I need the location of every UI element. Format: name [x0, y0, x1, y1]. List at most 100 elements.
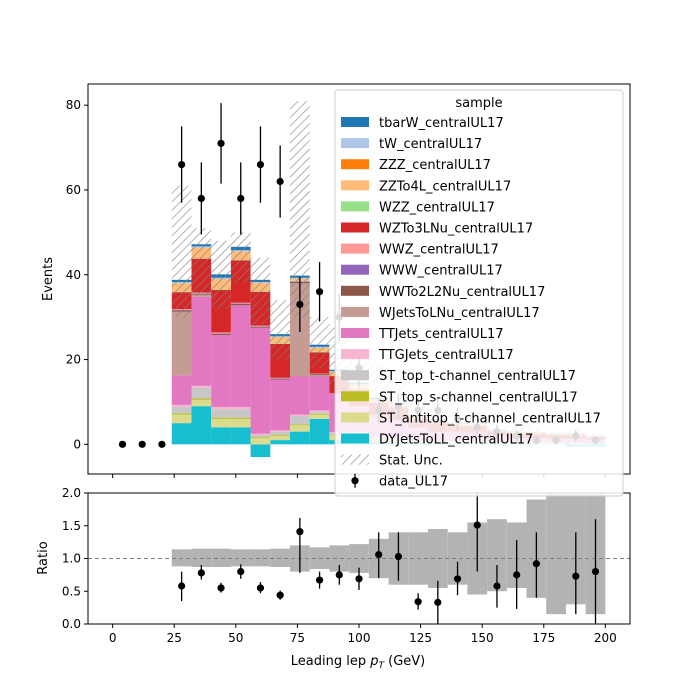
bar-TTGJets_centralUL17-6	[290, 414, 310, 416]
bar-WWZ_centralUL17-4	[250, 325, 271, 327]
legend-swatch-ZZZ_centralUL17	[341, 159, 369, 170]
stat-unc-band-5	[270, 300, 291, 360]
ratio-unc-band-9	[349, 544, 369, 573]
bar-TTGJets_centralUL17-3	[230, 407, 251, 410]
ratio-point-12	[414, 598, 422, 606]
ylabel-bottom: Ratio	[36, 541, 51, 574]
stat-unc-band-7	[309, 317, 330, 369]
bar-ST_top_t-channel_centralUL17-4	[250, 435, 271, 438]
legend-item-ST_top_t-channel_centralUL17: ST_top_t-channel_centralUL17	[341, 369, 576, 384]
legend-label-WJetsToLNu_centralUL17: WJetsToLNu_centralUL17	[379, 306, 540, 321]
y-tick-label-bottom-2: 1.0	[62, 552, 81, 566]
legend-item-TTGJets_centralUL17: TTGJets_centralUL17	[341, 348, 514, 363]
bar-TTGJets_centralUL17-5	[270, 430, 291, 432]
bar-DYJetsToLL_centralUL17-4	[250, 444, 271, 458]
stat-unc-band-2	[211, 240, 231, 309]
bar-ST_top_s-channel_centralUL17-2	[211, 417, 231, 419]
y-tick-label-top-0: 0	[73, 437, 81, 451]
bar-DYJetsToLL_centralUL17-2	[211, 427, 231, 445]
bar-ST_top_t-channel_centralUL17-5	[270, 431, 291, 435]
legend-label-ST_top_s-channel_centralUL17: ST_top_s-channel_centralUL17	[379, 390, 578, 405]
legend-item-data: data_UL17	[351, 473, 448, 490]
legend-label-WZTo3LNu_centralUL17: WZTo3LNu_centralUL17	[379, 222, 533, 237]
bar-DYJetsToLL_centralUL17-3	[230, 427, 251, 445]
ratio-point-19	[572, 572, 580, 580]
y-tick-label-top-4: 80	[66, 98, 81, 112]
data-point-0	[118, 440, 127, 448]
legend-label-data: data_UL17	[379, 475, 448, 490]
bar-ST_top_s-channel_centralUL17-7	[309, 413, 330, 415]
bar-TTJets_centralUL17-7	[309, 376, 330, 411]
y-tick-label-top-2: 40	[66, 268, 81, 282]
bar-TTJets_centralUL17-5	[270, 379, 291, 431]
bar-ST_top_t-channel_centralUL17-1	[191, 387, 212, 399]
legend-item-WWTo2L2Nu_centralUL17: WWTo2L2Nu_centralUL17	[341, 285, 545, 300]
data-point-2	[158, 440, 166, 448]
ratio-point-14	[453, 575, 462, 583]
ratio-unc-band-19	[546, 493, 566, 615]
data-point-9	[296, 300, 304, 309]
bar-WWZ_centralUL17-2	[211, 332, 231, 334]
ratio-point-11	[394, 552, 403, 561]
legend-item-ST_top_s-channel_centralUL17: ST_top_s-channel_centralUL17	[341, 390, 578, 405]
legend-item-DYJetsToLL_centralUL17: DYJetsToLL_centralUL17	[341, 433, 533, 448]
x-tick-label-5: 125	[409, 631, 432, 645]
legend-swatch-TTJets_centralUL17	[341, 328, 369, 338]
y-tick-label-top-3: 60	[66, 183, 81, 197]
xlabel-subscript: T	[378, 661, 385, 671]
x-tick-label-0: 0	[109, 631, 117, 645]
stat-unc-band-4	[250, 257, 271, 326]
data-point-3	[178, 160, 186, 169]
bottom-plot-area	[88, 493, 630, 624]
legend-item-tbarW_centralUL17: tbarW_centralUL17	[341, 116, 504, 131]
ratio-unc-band-0	[171, 549, 192, 567]
bar-ST_top_t-channel_centralUL17-7	[309, 411, 330, 414]
data-point-8	[276, 177, 284, 186]
bar-ST_top_t-channel_centralUL17-2	[211, 409, 231, 418]
y-tick-label-top-1: 20	[66, 353, 81, 367]
ratio-point-4	[256, 584, 265, 592]
bar-ST_antitop_t-channel_centralUL17-7	[309, 414, 330, 419]
legend-label-TTJets_centralUL17: TTJets_centralUL17	[378, 327, 504, 342]
legend-label-WWTo2L2Nu_centralUL17: WWTo2L2Nu_centralUL17	[379, 285, 545, 300]
y-tick-label-bottom-4: 2.0	[62, 486, 81, 500]
stat-unc-band-3	[230, 232, 251, 284]
bar-DYJetsToLL_centralUL17-1	[191, 406, 212, 445]
legend-item-ZZTo4L_centralUL17: ZZTo4L_centralUL17	[341, 179, 511, 194]
legend-label-tbarW_centralUL17: tbarW_centralUL17	[379, 116, 504, 131]
ratio-points	[178, 493, 600, 624]
y-tick-label-bottom-0: 0.0	[62, 617, 81, 631]
bar-ST_antitop_t-channel_centralUL17-6	[290, 425, 310, 432]
bar-ST_top_s-channel_centralUL17-4	[250, 437, 271, 438]
legend-label-stat-unc: Stat. Unc.	[379, 454, 443, 469]
bar-ST_top_t-channel_centralUL17-6	[290, 415, 310, 425]
bar-ST_antitop_t-channel_centralUL17-5	[270, 435, 291, 441]
data-point-4	[197, 194, 205, 203]
bar-WJetsToLNu_centralUL17-0	[171, 311, 192, 376]
legend-item-ST_antitop_t-channel_centralUL17: ST_antitop_t-channel_centralUL17	[341, 411, 601, 426]
legend-items: tbarW_centralUL17 tW_centralUL17 ZZZ_centr…	[341, 116, 601, 490]
bar-ST_top_s-channel_centralUL17-6	[290, 424, 310, 426]
bar-ST_top_s-channel_centralUL17-1	[191, 398, 212, 400]
x-tick-label-8: 200	[594, 631, 617, 645]
data-point-10	[315, 288, 324, 296]
legend-label-ST_antitop_t-channel_centralUL17: ST_antitop_t-channel_centralUL17	[379, 411, 601, 426]
legend-swatch-WWTo2L2Nu_centralUL17	[341, 285, 369, 296]
legend-title: sample	[455, 96, 502, 111]
legend-label-tW_centralUL17: tW_centralUL17	[379, 137, 482, 152]
ratio-unc-band-16	[487, 519, 507, 592]
bar-DYJetsToLL_centralUL17-0	[171, 423, 192, 445]
ratio-point-3	[237, 568, 245, 576]
legend-label-WWZ_centralUL17: WWZ_centralUL17	[379, 243, 499, 258]
legend: sample tbarW_centralUL17 tW_centralUL17 ZZ…	[334, 89, 624, 497]
x-tick-label-7: 175	[532, 631, 555, 645]
legend-swatch-WZZ_centralUL17	[341, 201, 369, 212]
ratio-unc-band-5	[270, 548, 291, 568]
x-tick-label-1: 25	[167, 631, 182, 645]
bar-TTGJets_centralUL17-4	[250, 433, 271, 435]
legend-swatch-tbarW_centralUL17	[341, 117, 369, 127]
bar-WWTo2L2Nu_centralUL17-2	[211, 333, 231, 335]
ratio-point-10	[375, 550, 383, 559]
bottom-panel: 0 25 50 75 100 125 150 175 200 0.0 0.5 1.0 1.5 2.0 Ra…	[36, 486, 631, 671]
x-tick-label-3: 75	[290, 631, 305, 645]
